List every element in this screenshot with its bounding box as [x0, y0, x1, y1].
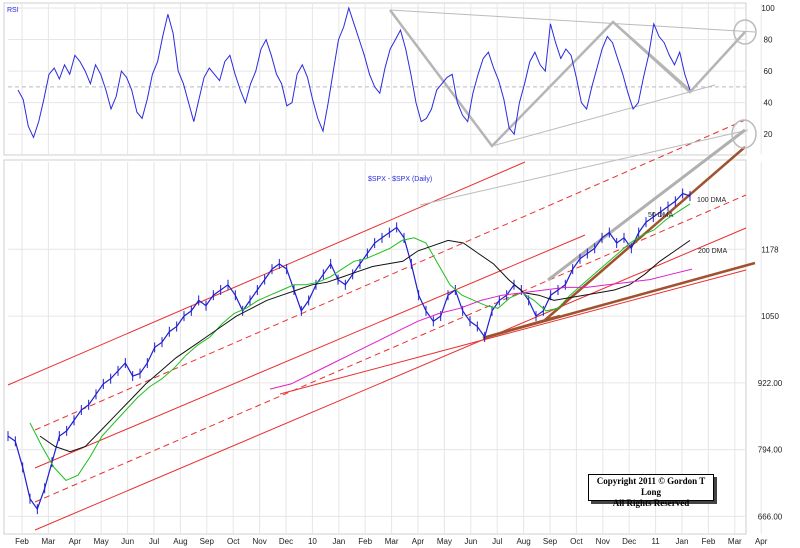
x-tick-label: Oct [227, 537, 240, 546]
trendline-brown [482, 314, 561, 340]
series-layer [7, 188, 693, 515]
x-tick-label: Feb [15, 537, 29, 546]
100-dma-line [39, 239, 691, 453]
rsi-line [17, 6, 691, 139]
x-tick-label: Jun [464, 537, 477, 546]
rsi-title: RSI [7, 7, 19, 14]
rsi-y-tick-label: 100 [761, 4, 775, 13]
price-line [7, 192, 691, 511]
dma-label-50: 50 DMA [648, 212, 674, 219]
x-tick-label: Feb [358, 537, 372, 546]
x-tick-label: Jul [149, 537, 159, 546]
x-tick-label: Nov [252, 537, 266, 546]
channel-line-red [34, 227, 747, 531]
dma-label-100: 100 DMA [697, 197, 727, 204]
200-dma-line [269, 268, 693, 390]
x-tick-label: 11 [651, 537, 660, 546]
x-tick-label: Jul [492, 537, 502, 546]
x-tick-label: Apr [755, 537, 768, 546]
rsi-y-tick-label: 80 [764, 36, 773, 45]
price-y-tick-label: 922.00 [758, 379, 783, 388]
target-circle [733, 19, 757, 45]
50-dma-line [29, 203, 691, 481]
x-tick-label: Dec [279, 537, 293, 546]
price-y-tick-label: 794.00 [758, 446, 783, 455]
rsi-y-tick-label: 60 [764, 67, 773, 76]
x-tick-label: Oct [570, 537, 583, 546]
trendline-grey [547, 128, 746, 282]
x-tick-label: Mar [385, 537, 399, 546]
vertical-gridlines [21, 4, 762, 534]
target-circle [731, 119, 757, 149]
x-tick-label: Feb [702, 537, 716, 546]
x-tick-label: Aug [173, 537, 187, 546]
channel-line-red-dashed [34, 194, 747, 503]
rsi-panel-frame [3, 2, 747, 156]
x-tick-label: May [437, 537, 452, 546]
x-tick-label: Aug [516, 537, 530, 546]
rsi-y-tick-label: 20 [764, 130, 773, 139]
price-y-tick-label: 1050 [761, 312, 779, 321]
channel-line-red [34, 234, 586, 469]
tick-labels: Feb Mar Apr May Jun Jul Aug Sep Oct Nov Dec 10 Jan Fe… [15, 4, 783, 546]
x-tick-label: 10 [308, 537, 317, 546]
dma-label-200: 200 DMA [698, 248, 728, 255]
rsi-zigzag [612, 21, 693, 93]
rsi-pattern-annotations [389, 9, 757, 148]
channel-line-red-dashed [34, 119, 746, 431]
x-tick-label: Mar [42, 537, 56, 546]
x-tick-label: Jan [676, 537, 689, 546]
trend-channels [7, 119, 757, 531]
x-tick-label: Sep [200, 537, 215, 546]
copyright-line-1: Copyright 2011 © Gordon T Long [596, 476, 706, 497]
x-tick-label: Nov [596, 537, 610, 546]
channel-line-grey [419, 129, 749, 206]
channel-line-red [7, 161, 526, 386]
price-y-tick-label: 666.00 [758, 512, 783, 521]
copyright-box: Copyright 2011 © Gordon T Long All Right… [588, 474, 714, 508]
price-y-tick-label: 1178 [761, 245, 779, 254]
channel-line-red [279, 269, 747, 395]
x-tick-label: Dec [622, 537, 636, 546]
rsi-pattern-line [389, 9, 756, 33]
x-tick-label: Apr [69, 537, 82, 546]
x-tick-label: Jun [121, 537, 134, 546]
x-tick-label: Mar [728, 537, 742, 546]
x-tick-label: Apr [412, 537, 425, 546]
rsi-pattern-line [491, 84, 716, 147]
x-tick-label: Sep [543, 537, 558, 546]
x-tick-label: Jan [332, 537, 345, 546]
rsi-y-tick-label: 40 [764, 99, 773, 108]
rsi-layer [17, 6, 691, 139]
copyright-line-2: All Rights Reserved [612, 498, 690, 508]
price-title: $SPX - $SPX (Daily) [368, 176, 432, 183]
x-tick-label: May [94, 537, 109, 546]
